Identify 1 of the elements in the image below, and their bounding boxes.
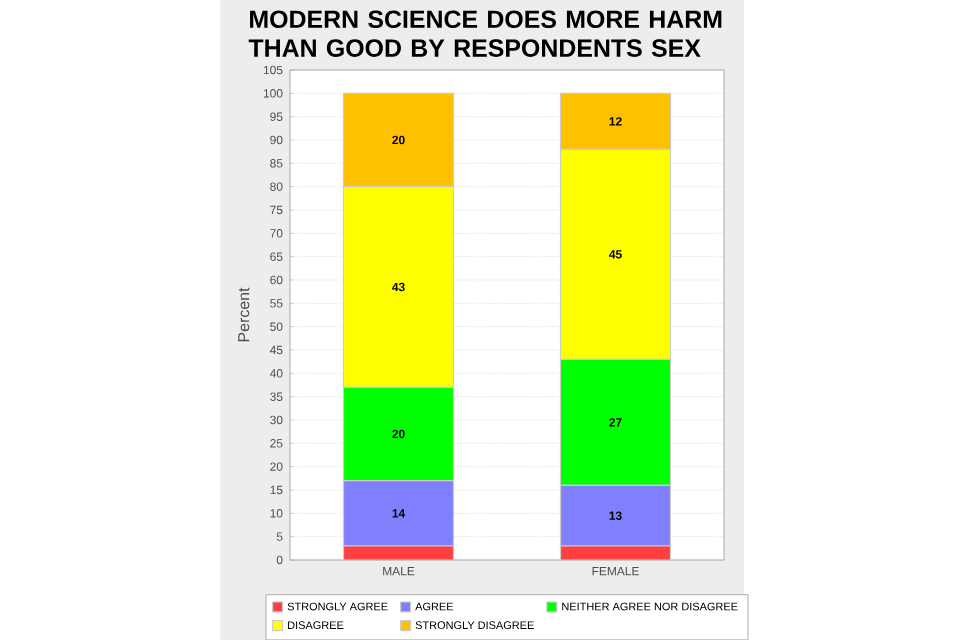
chart-title: MODERN SCIENCE DOES MORE HARM THAN GOOD BY RESPONDENTS SEX [248,10,722,57]
